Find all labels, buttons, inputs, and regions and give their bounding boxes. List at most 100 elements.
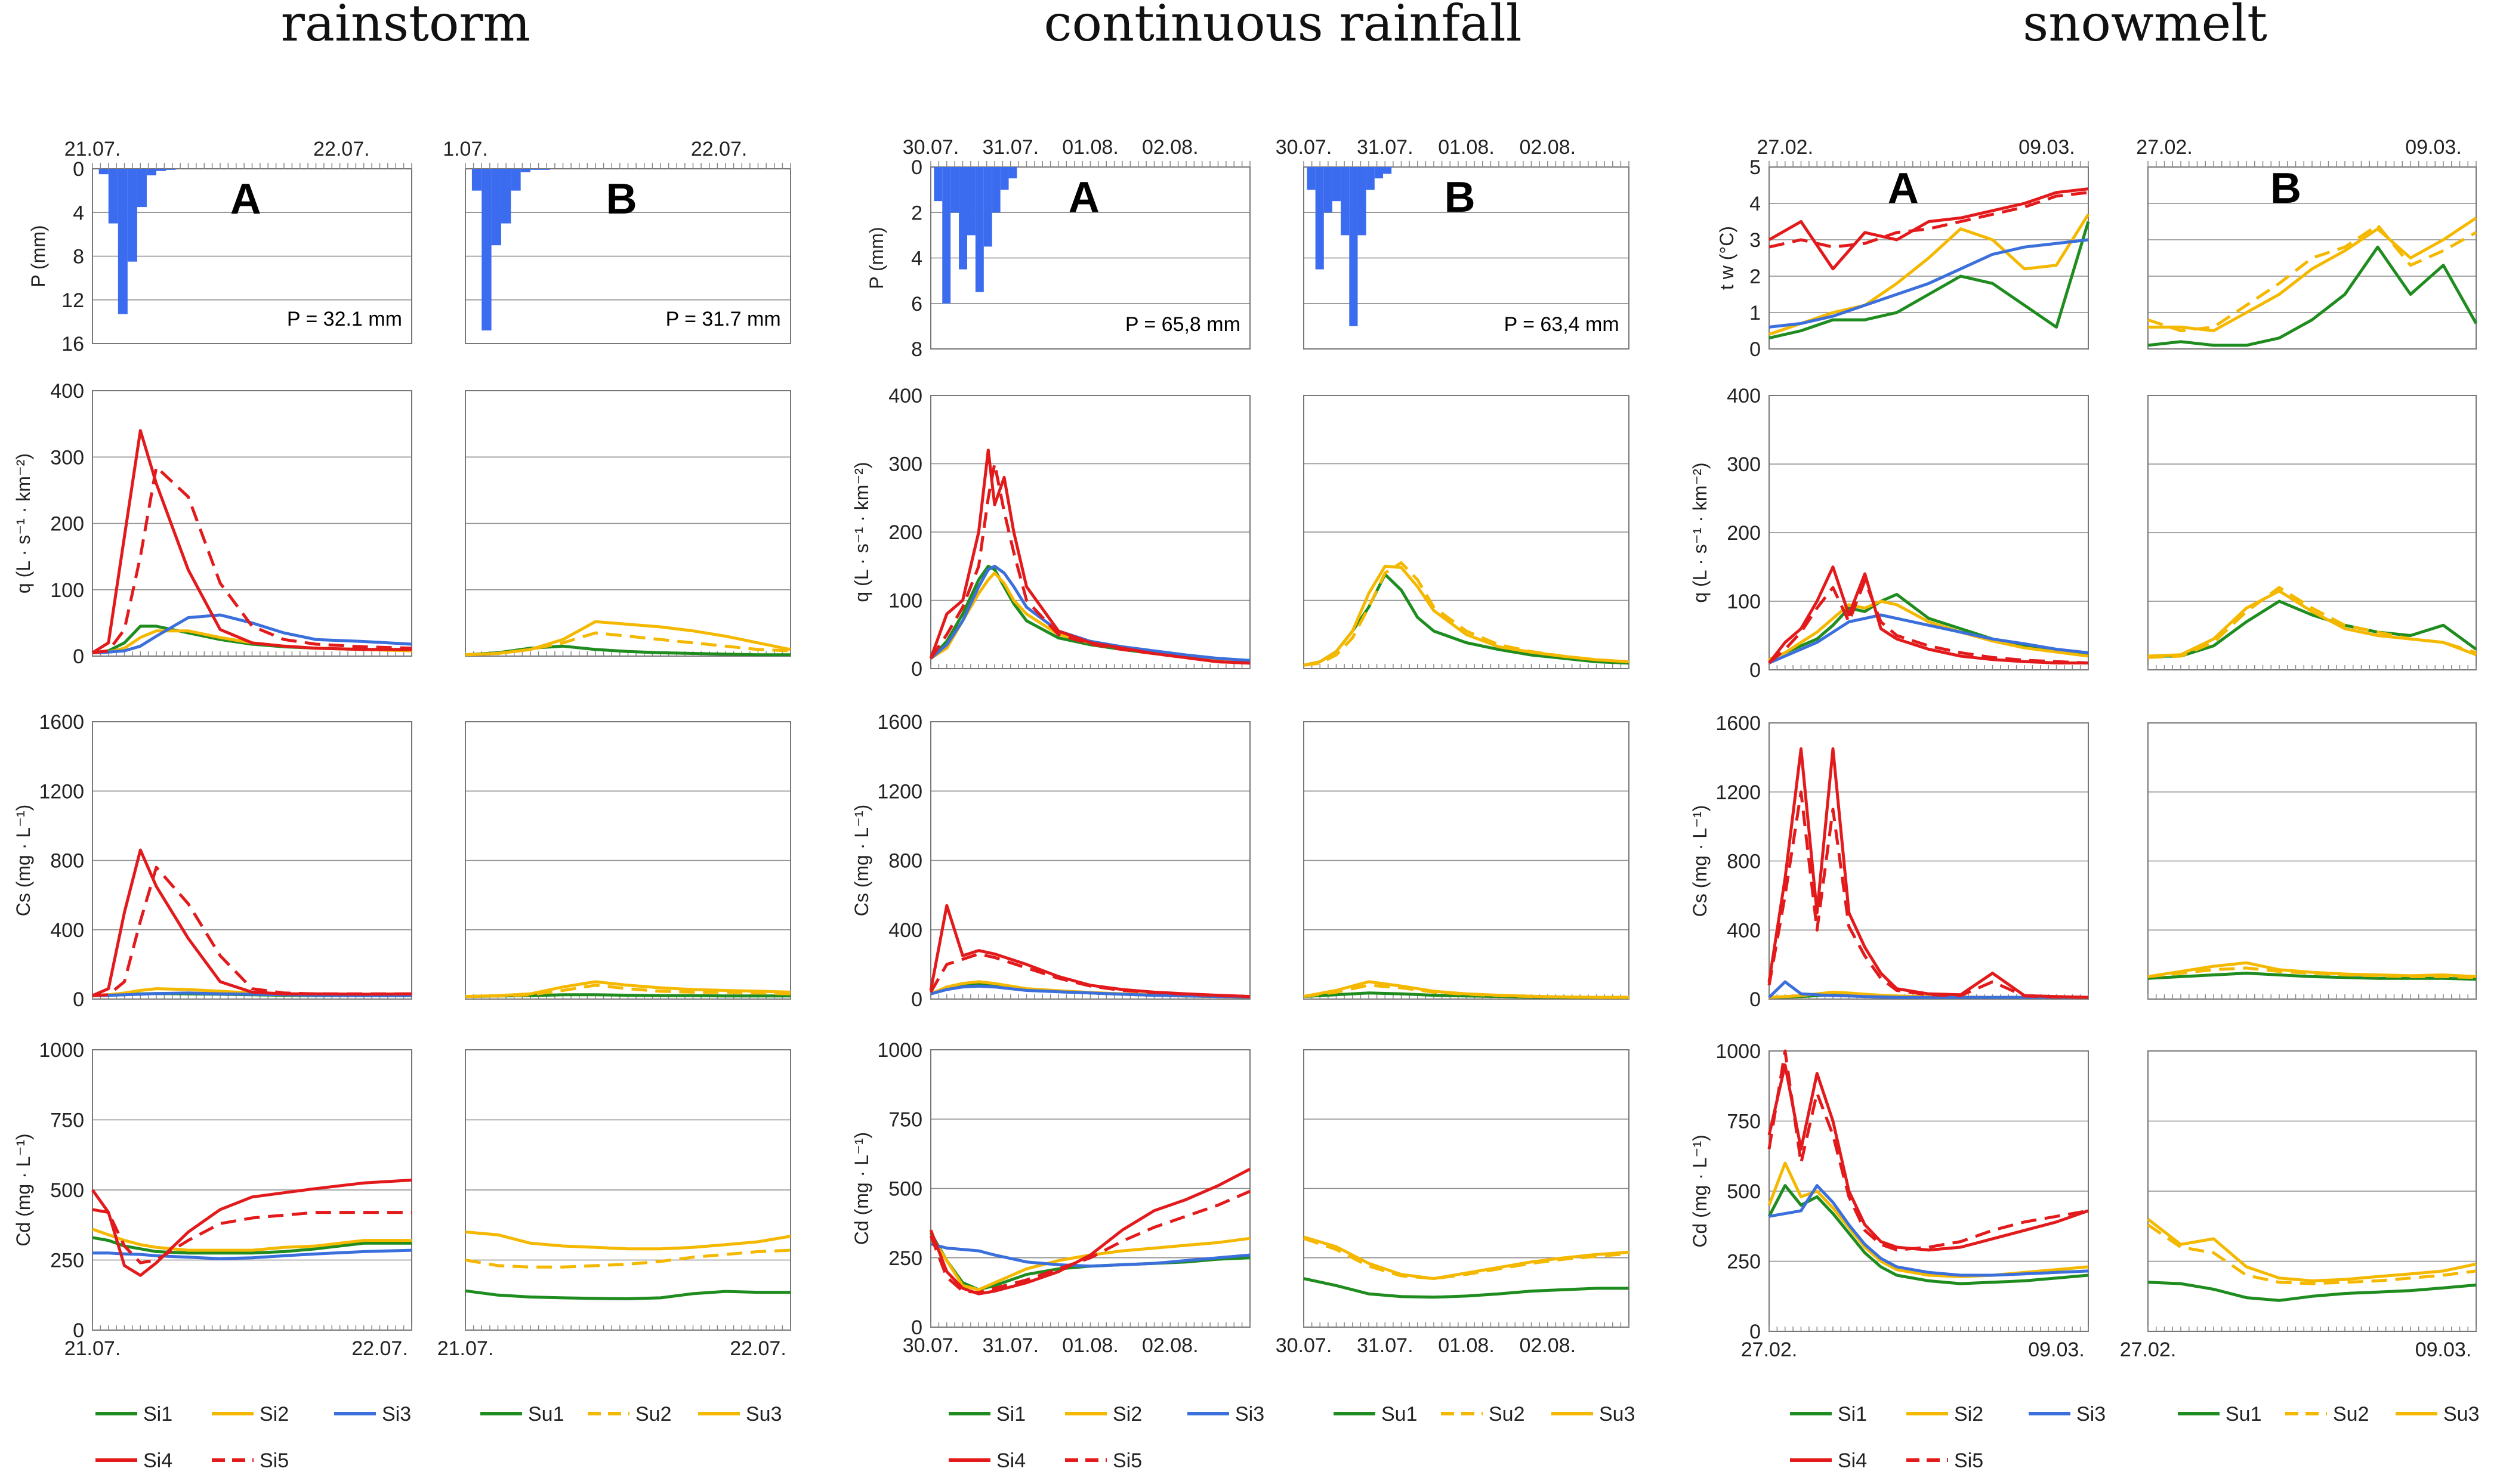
series-line-si3 bbox=[930, 1242, 1251, 1268]
y-tick-label: 250 bbox=[50, 1250, 84, 1272]
legend-si: Si1 Si2 Si3 Si4 Si5 bbox=[1790, 1403, 2106, 1472]
x-tick-label: 01.08. bbox=[1438, 136, 1495, 159]
x-tick-label: 21.07. bbox=[64, 138, 121, 160]
legend-label-si1: Si1 bbox=[1838, 1403, 1867, 1426]
x-tick-label: 02.08. bbox=[1519, 136, 1576, 159]
y-axis-label: q (L · s⁻¹ · km⁻²) bbox=[1689, 462, 1711, 602]
x-tick-label: 09.03. bbox=[2415, 1338, 2472, 1361]
legend-label-si3: Si3 bbox=[1235, 1403, 1264, 1426]
y-axis-label: Cd (mg · L⁻¹) bbox=[13, 1133, 34, 1246]
x-tick-label: 22.07. bbox=[730, 1337, 786, 1360]
series-line-si5 bbox=[1767, 790, 2089, 999]
precip-total: P = 31.7 mm bbox=[666, 308, 781, 330]
series-line-su1 bbox=[2147, 1281, 2477, 1302]
y-tick-label: 1600 bbox=[1715, 712, 1761, 735]
x-tick-label: 21.07. bbox=[64, 1337, 121, 1360]
precip-bar bbox=[1382, 167, 1392, 174]
y-axis-label: Cd (mg · L⁻¹) bbox=[851, 1132, 872, 1245]
y-tick-label: 400 bbox=[1727, 385, 1761, 407]
series-line-su3 bbox=[1303, 564, 1629, 667]
precip-bar bbox=[967, 167, 976, 236]
y-axis-label: q (L · s⁻¹ · km⁻²) bbox=[851, 462, 872, 602]
precip-bar bbox=[1366, 167, 1375, 190]
series-line-su3 bbox=[2147, 589, 2477, 658]
panel-13 bbox=[1303, 395, 1629, 669]
series-line-si4 bbox=[929, 1167, 1251, 1296]
precip-bar bbox=[137, 169, 147, 208]
series-line-si1 bbox=[1767, 1184, 2089, 1285]
series-line-su3 bbox=[1303, 1235, 1629, 1281]
y-tick-label: 0 bbox=[911, 1316, 922, 1339]
legend-label-si2: Si2 bbox=[260, 1403, 289, 1426]
precip-bar bbox=[127, 169, 137, 262]
series-line-su3 bbox=[2147, 1218, 2477, 1282]
panel-15: 30.07. 31.07. 01.08. 02.08. bbox=[1276, 1049, 1629, 1357]
legend-label-si4: Si4 bbox=[996, 1449, 1026, 1472]
series-line-si2 bbox=[1767, 1161, 2089, 1278]
x-tick-label: 31.07. bbox=[982, 1334, 1039, 1357]
precip-bar bbox=[942, 167, 951, 304]
panel-23: 27.02. 09.03. bbox=[2120, 1050, 2477, 1361]
series-line-si4 bbox=[1768, 565, 2088, 664]
precip-total: P = 65,8 mm bbox=[1125, 313, 1240, 336]
series-line-si2 bbox=[929, 1235, 1251, 1291]
series-line-su3 bbox=[465, 1231, 791, 1251]
series-line-si2 bbox=[1768, 213, 2090, 336]
y-tick-label: 400 bbox=[50, 919, 84, 942]
panel-7: 21.07. 22.07. bbox=[437, 1049, 791, 1360]
y-tick-label: 16 bbox=[61, 333, 84, 355]
series-line-si1 bbox=[1768, 221, 2090, 340]
precip-bar bbox=[118, 169, 128, 314]
precip-bar bbox=[1357, 167, 1366, 236]
series-line-su1 bbox=[465, 1289, 791, 1300]
panel-21 bbox=[2147, 395, 2477, 670]
legend-label-su1: Su1 bbox=[2226, 1403, 2262, 1426]
y-tick-label: 200 bbox=[50, 513, 84, 536]
series-line-su1 bbox=[2147, 245, 2478, 347]
series-line-su3 bbox=[1303, 980, 1629, 999]
y-tick-label: 0 bbox=[73, 645, 84, 668]
series-line-su1 bbox=[1303, 573, 1629, 667]
precip-bar bbox=[108, 169, 118, 224]
y-tick-label: 750 bbox=[50, 1109, 84, 1132]
legend-label-si4: Si4 bbox=[143, 1449, 172, 1472]
legend-label-su3: Su3 bbox=[1599, 1403, 1635, 1426]
series-line-su2 bbox=[2147, 1223, 2477, 1285]
series-line-si4 bbox=[91, 1179, 412, 1277]
y-tick-label: 4 bbox=[1749, 193, 1761, 215]
legend-label-si3: Si3 bbox=[382, 1403, 411, 1426]
legend-su: Su1 Su2 Su3 bbox=[2178, 1403, 2480, 1426]
precip-bar bbox=[1341, 167, 1350, 236]
y-tick-label: 800 bbox=[1727, 851, 1761, 873]
panel-11: 0 250 500 750 1000 Cd (mg · L⁻¹) 30.07. 31.07. 0… bbox=[851, 1039, 1251, 1357]
y-tick-label: 1200 bbox=[877, 780, 922, 803]
y-tick-label: 100 bbox=[888, 590, 922, 613]
series-line-si3 bbox=[1768, 1184, 2089, 1277]
legend-label-si2: Si2 bbox=[1954, 1403, 1983, 1426]
y-tick-label: 100 bbox=[1727, 590, 1761, 613]
tw-panel-16: 0 1 2 3 4 5 t w (°C) A 27.02. 09.03. bbox=[1716, 136, 2090, 361]
precip-bar bbox=[520, 169, 530, 172]
y-tick-label: 0 bbox=[73, 1319, 84, 1342]
y-tick-label: 100 bbox=[50, 579, 84, 602]
x-tick-label: 09.03. bbox=[2018, 136, 2075, 159]
precip-bar bbox=[471, 169, 482, 191]
y-axis-label: Cs (mg · L⁻¹) bbox=[13, 805, 34, 917]
y-tick-label: 1200 bbox=[39, 780, 84, 803]
y-tick-label: 8 bbox=[911, 338, 922, 361]
x-tick-label: 31.07. bbox=[1357, 136, 1413, 159]
legend-si: Si1 Si2 Si3 Si4 Si5 bbox=[95, 1403, 411, 1472]
series-line-si5 bbox=[929, 1189, 1251, 1294]
y-tick-label: 4 bbox=[73, 202, 84, 224]
y-axis-label: Cs (mg · L⁻¹) bbox=[1689, 805, 1711, 917]
x-tick-label: 30.07. bbox=[1276, 136, 1332, 159]
series-line-si2 bbox=[1768, 599, 2089, 661]
series-line-su1 bbox=[1303, 1277, 1629, 1299]
precip-bar bbox=[146, 169, 156, 175]
y-axis-label: P (mm) bbox=[27, 225, 49, 287]
series-line-si5 bbox=[92, 1208, 412, 1265]
y-tick-label: 1000 bbox=[1715, 1040, 1761, 1063]
legend-label-si2: Si2 bbox=[1113, 1403, 1142, 1426]
x-tick-label: 09.03. bbox=[2028, 1338, 2085, 1361]
